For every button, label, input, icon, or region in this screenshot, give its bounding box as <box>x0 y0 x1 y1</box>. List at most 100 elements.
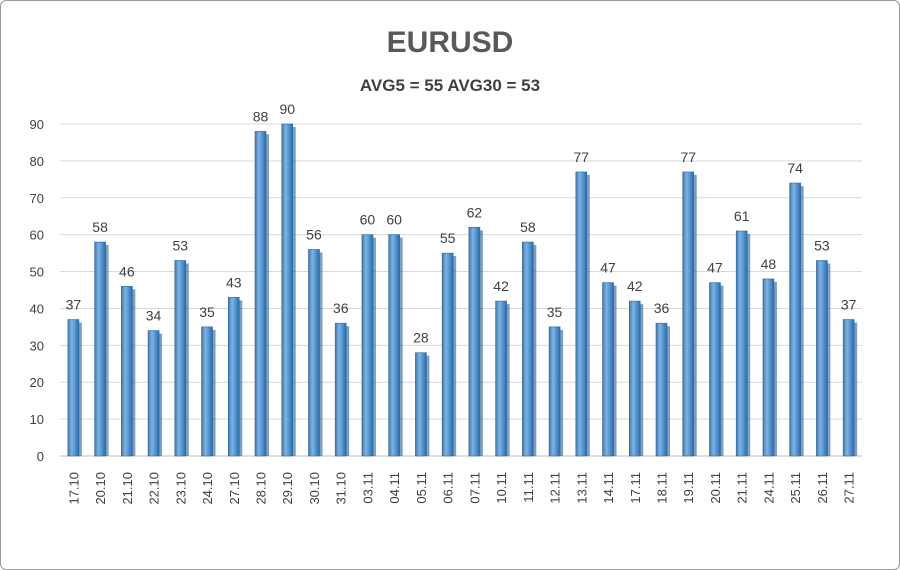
data-label: 36 <box>654 300 670 316</box>
bar <box>201 326 213 457</box>
x-tick-label: 27.11 <box>842 472 857 504</box>
bar <box>308 249 320 457</box>
data-label: 43 <box>226 274 242 290</box>
bar <box>174 260 187 457</box>
bar <box>495 300 507 457</box>
bar <box>655 322 668 457</box>
data-label: 35 <box>547 304 563 320</box>
bar <box>709 282 721 457</box>
y-tick-label: 70 <box>30 191 44 206</box>
bar <box>468 226 481 457</box>
data-label: 77 <box>680 149 696 165</box>
x-tick-label: 05.11 <box>414 472 429 504</box>
bar <box>94 241 106 457</box>
x-tick-label: 21.10 <box>120 472 135 505</box>
x-tick-label: 24.11 <box>761 472 776 504</box>
data-label: 55 <box>440 230 456 246</box>
x-tick-label: 12.11 <box>548 472 563 504</box>
bar <box>147 330 160 457</box>
bar <box>361 234 374 457</box>
data-label: 28 <box>413 330 429 346</box>
data-label: 48 <box>761 256 777 272</box>
bar <box>227 297 240 457</box>
bar <box>522 241 534 457</box>
y-tick-label: 50 <box>30 265 44 280</box>
x-tick-label: 30.10 <box>307 472 322 505</box>
bar <box>441 252 454 457</box>
y-axis-ticks: 0 10 20 30 40 50 60 70 80 90 <box>30 117 44 464</box>
bar <box>281 123 294 457</box>
bar <box>254 131 267 457</box>
data-labels: 37 58 46 34 53 35 43 88 90 56 36 60 60 28 55 62 42 58 35 77… <box>66 101 857 346</box>
bar <box>682 171 695 457</box>
data-label: 60 <box>360 212 376 228</box>
x-tick-label: 24.10 <box>200 472 215 505</box>
y-tick-label: 40 <box>30 301 44 316</box>
bar <box>816 260 828 457</box>
bar <box>762 278 775 457</box>
bar <box>842 319 855 457</box>
x-tick-label: 03.11 <box>360 472 375 504</box>
data-label: 56 <box>306 226 322 242</box>
data-label: 53 <box>814 237 830 253</box>
y-tick-label: 90 <box>30 117 44 132</box>
bar <box>602 282 614 457</box>
bar <box>628 300 641 457</box>
x-tick-label: 07.11 <box>467 472 482 504</box>
x-tick-label: 27.10 <box>227 472 242 505</box>
y-tick-label: 20 <box>30 375 44 390</box>
data-label: 58 <box>92 219 108 235</box>
x-tick-label: 20.11 <box>708 472 723 504</box>
data-label: 74 <box>787 160 803 176</box>
x-tick-label: 25.11 <box>788 472 803 504</box>
x-tick-label: 26.11 <box>815 472 830 504</box>
x-tick-label: 13.11 <box>574 472 589 504</box>
bar <box>548 326 561 457</box>
chart-title: EURUSD <box>386 26 514 59</box>
x-tick-label: 19.11 <box>681 472 696 504</box>
bar <box>334 322 347 457</box>
bars <box>67 123 858 457</box>
x-tick-label: 21.11 <box>735 472 750 504</box>
x-tick-label: 04.11 <box>387 472 402 504</box>
y-tick-label: 60 <box>30 228 44 243</box>
bar <box>121 286 133 457</box>
data-label: 42 <box>493 278 509 294</box>
data-label: 62 <box>467 204 483 220</box>
bar <box>67 319 80 457</box>
x-axis-ticks: 17.10 20.10 21.10 22.10 23.10 24.10 27.10 28.10… <box>66 472 856 505</box>
x-tick-label: 28.10 <box>254 472 269 505</box>
data-label: 53 <box>173 237 189 253</box>
data-label: 37 <box>66 297 82 313</box>
bar <box>789 182 801 457</box>
data-label: 61 <box>734 208 750 224</box>
gridlines <box>60 123 862 457</box>
data-label: 37 <box>841 297 857 313</box>
y-tick-label: 10 <box>30 412 44 427</box>
data-label: 42 <box>627 278 643 294</box>
x-tick-label: 22.10 <box>147 472 162 505</box>
data-label: 58 <box>520 219 536 235</box>
bar <box>388 234 400 457</box>
bar <box>415 352 427 457</box>
x-tick-label: 31.10 <box>334 472 349 505</box>
x-tick-label: 17.11 <box>628 472 643 504</box>
x-tick-label: 06.11 <box>441 472 456 504</box>
data-label: 36 <box>333 300 349 316</box>
x-tick-label: 18.11 <box>655 472 670 504</box>
y-tick-label: 30 <box>30 338 44 353</box>
data-label: 34 <box>146 308 162 324</box>
x-tick-label: 10.11 <box>494 472 509 504</box>
x-tick-label: 29.10 <box>280 472 295 505</box>
data-label: 60 <box>386 212 402 228</box>
data-label: 90 <box>279 101 295 117</box>
bar <box>575 171 588 457</box>
data-label: 47 <box>600 260 616 276</box>
y-tick-label: 0 <box>37 449 44 464</box>
data-label: 88 <box>253 108 269 124</box>
x-tick-label: 11.11 <box>521 472 536 503</box>
data-label: 35 <box>199 304 215 320</box>
x-tick-label: 14.11 <box>601 472 616 504</box>
x-tick-label: 17.10 <box>66 472 81 505</box>
